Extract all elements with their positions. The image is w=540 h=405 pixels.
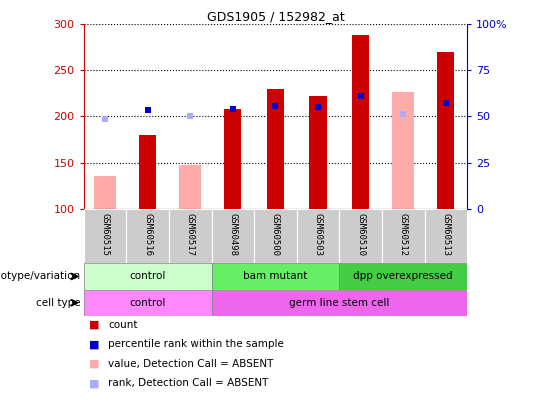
Bar (84, 209, 126, 263)
Bar (84, 263, 212, 290)
Bar (296, 209, 339, 263)
Text: ■: ■ (89, 378, 99, 388)
Bar (437, 52, 454, 209)
Text: ■: ■ (89, 359, 99, 369)
Text: GSM60513: GSM60513 (441, 213, 450, 256)
Text: control: control (130, 298, 166, 308)
Text: GSM60498: GSM60498 (228, 213, 237, 256)
Bar (424, 209, 467, 263)
Bar (352, 35, 369, 209)
Bar (339, 209, 382, 263)
Text: dpp overexpressed: dpp overexpressed (353, 271, 453, 281)
Bar (139, 135, 156, 209)
Bar (254, 209, 296, 263)
Text: GSM60512: GSM60512 (399, 213, 408, 256)
Text: GSM60516: GSM60516 (143, 213, 152, 256)
Text: cell type: cell type (36, 298, 81, 308)
Text: GSM60500: GSM60500 (271, 213, 280, 256)
Text: rank, Detection Call = ABSENT: rank, Detection Call = ABSENT (108, 378, 268, 388)
Title: GDS1905 / 152982_at: GDS1905 / 152982_at (206, 10, 345, 23)
Bar (267, 89, 284, 209)
Bar (212, 290, 467, 316)
Text: percentile rank within the sample: percentile rank within the sample (108, 339, 284, 350)
Text: count: count (108, 320, 138, 330)
Text: value, Detection Call = ABSENT: value, Detection Call = ABSENT (108, 359, 273, 369)
Bar (169, 209, 212, 263)
Text: bam mutant: bam mutant (243, 271, 308, 281)
Text: GSM60510: GSM60510 (356, 213, 365, 256)
Bar (212, 209, 254, 263)
Bar (382, 209, 424, 263)
Text: control: control (130, 271, 166, 281)
Text: genotype/variation: genotype/variation (0, 271, 81, 281)
Bar (224, 109, 241, 209)
Bar (212, 263, 339, 290)
Text: GSM60515: GSM60515 (100, 213, 110, 256)
Text: GSM60517: GSM60517 (186, 213, 195, 256)
Bar (126, 209, 169, 263)
Bar (339, 263, 467, 290)
Bar (179, 165, 201, 209)
Bar (309, 96, 327, 209)
Text: ■: ■ (89, 339, 99, 350)
Text: GSM60503: GSM60503 (314, 213, 322, 256)
Bar (392, 92, 414, 209)
Text: ■: ■ (89, 320, 99, 330)
Bar (84, 290, 212, 316)
Text: germ line stem cell: germ line stem cell (289, 298, 389, 308)
Bar (94, 176, 116, 209)
